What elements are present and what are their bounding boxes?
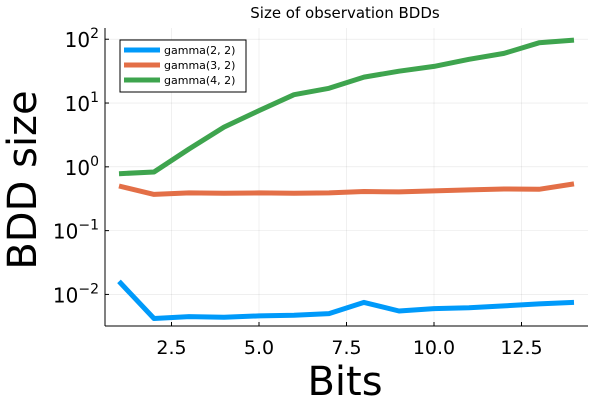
series-line-1 <box>117 279 575 321</box>
x-tick-label: 12.5 <box>500 337 542 359</box>
legend-label: gamma(3, 2) <box>164 59 235 72</box>
y-tick-label: 101 <box>65 90 99 116</box>
tick-labels: 2.5 5.0 7.5 10.0 12.5 10−2 10−1 100 101 102 <box>53 26 543 359</box>
legend-label: gamma(4, 2) <box>164 74 235 87</box>
legend: gamma(2, 2) gamma(3, 2) gamma(4, 2) <box>119 39 247 93</box>
axes <box>104 28 588 327</box>
series-line-2 <box>118 181 575 197</box>
x-tick-label: 2.5 <box>156 337 186 359</box>
y-tick-label: 10−2 <box>53 281 99 307</box>
x-tick-label: 5.0 <box>244 337 274 359</box>
chart-title: Size of observation BDDs <box>250 4 440 22</box>
x-tick-label: 7.5 <box>331 337 361 359</box>
legend-label: gamma(2, 2) <box>164 44 235 57</box>
grid <box>105 28 588 326</box>
series-lines <box>117 37 575 321</box>
x-tick-label: 10.0 <box>413 337 455 359</box>
x-axis-label: Bits <box>307 359 382 400</box>
series-line-3 <box>118 37 575 177</box>
y-tick-label: 10−1 <box>53 218 99 244</box>
y-tick-label: 100 <box>65 154 99 180</box>
y-tick-label: 102 <box>65 26 99 52</box>
y-axis-label: BDD size <box>0 90 46 269</box>
